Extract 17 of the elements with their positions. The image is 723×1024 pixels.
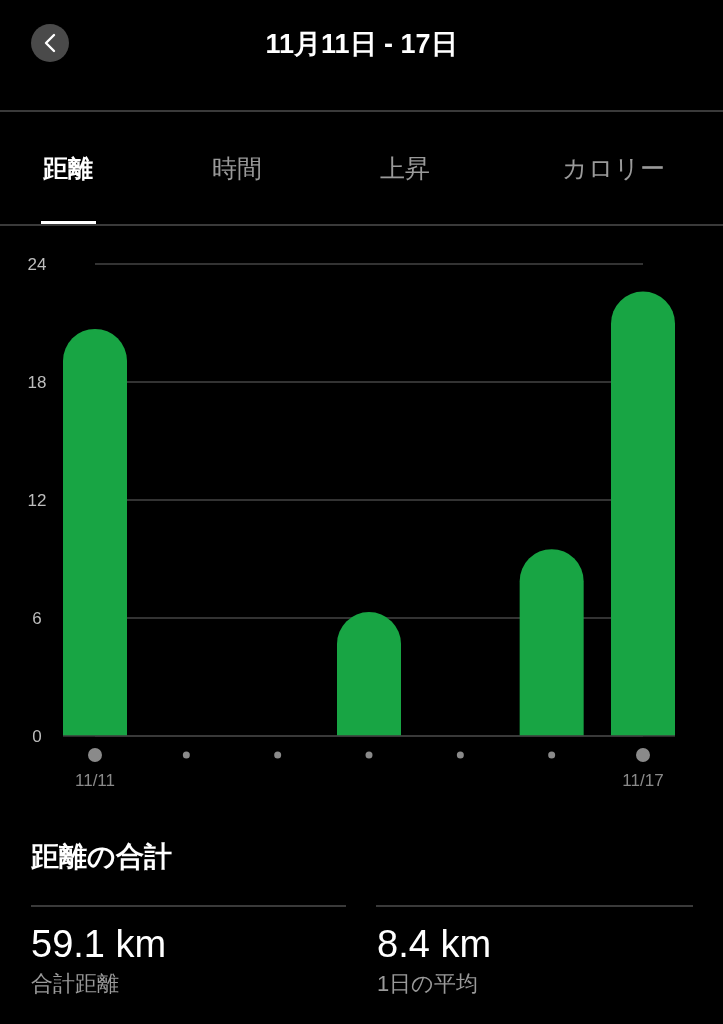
x-tick-label: 11/17 [622,771,664,790]
y-tick-label: 18 [27,373,47,392]
y-tick-label: 6 [32,609,42,628]
y-tick-label: 24 [27,255,47,274]
y-tick-label: 0 [32,727,42,746]
annotation: 距離の合計 [31,841,172,872]
annotation: 合計距離 [31,971,119,996]
tab-label: 時間 [212,154,262,182]
annotation: 8.4 km [377,923,492,965]
annotation: 59.1 km [31,923,167,965]
y-tick-label: 12 [27,491,47,510]
annotation: 1日の平均 [377,971,479,996]
tab-label: 距離 [43,154,93,182]
title: 11月11日 - 17日 [265,29,458,59]
tab-label: 上昇 [380,154,430,182]
x-tick-label: 11/11 [75,771,115,790]
tab-label: カロリー [561,154,665,182]
